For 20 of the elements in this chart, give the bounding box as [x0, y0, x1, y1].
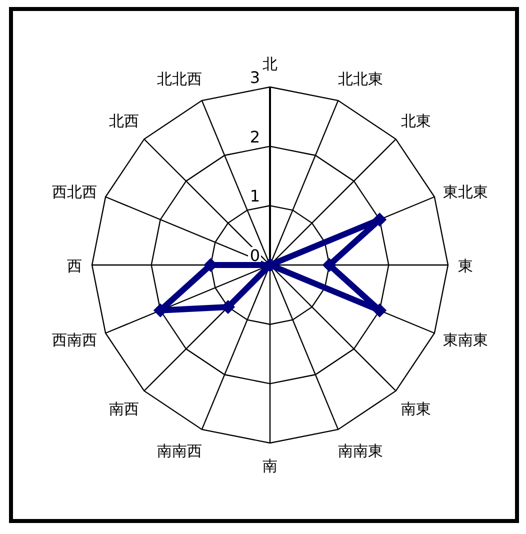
- spoke-label: 東: [458, 257, 473, 275]
- spoke-label: 南西: [108, 400, 139, 418]
- spoke-label: 南南西: [156, 442, 202, 460]
- y-tick-label: 3: [250, 68, 260, 87]
- spoke-label: 南: [262, 457, 278, 475]
- y-tick-label: 2: [250, 127, 260, 146]
- spoke-label: 東北東: [443, 182, 488, 201]
- spoke-label: 北北東: [338, 70, 384, 88]
- spoke-label: 西: [67, 257, 82, 275]
- spoke-label: 南南東: [338, 442, 384, 460]
- y-tick-label: 1: [250, 186, 260, 206]
- spoke-label: 北西: [108, 112, 139, 130]
- spoke-label: 北: [262, 55, 278, 73]
- spoke-label: 西南西: [52, 331, 97, 350]
- spoke-label: 北北西: [156, 70, 202, 88]
- spoke-label: 西北西: [52, 182, 97, 201]
- spoke-label: 南東: [401, 400, 432, 418]
- spoke-label: 北東: [401, 112, 432, 130]
- spoke-label: 東南東: [443, 331, 488, 350]
- y-tick-label: 0: [250, 246, 260, 265]
